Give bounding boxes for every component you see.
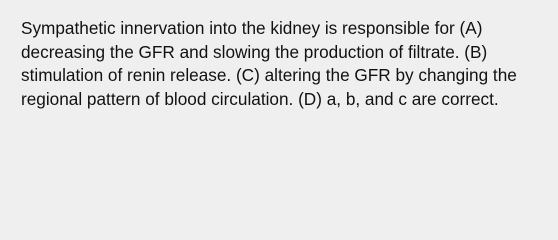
- text-line: Sympathetic innervation into the kidney …: [21, 18, 483, 38]
- text-line: decreasing the GFR and slowing the produ…: [21, 41, 488, 62]
- text-line: stimulation of renin release. (C) alteri…: [21, 65, 517, 85]
- text-line: regional pattern of blood circulation. (…: [21, 88, 499, 109]
- page: {"question": {"lines": [ "Sympathetic in…: [21, 17, 551, 111]
- question-text: Sympathetic innervation into the kidney …: [21, 17, 551, 111]
